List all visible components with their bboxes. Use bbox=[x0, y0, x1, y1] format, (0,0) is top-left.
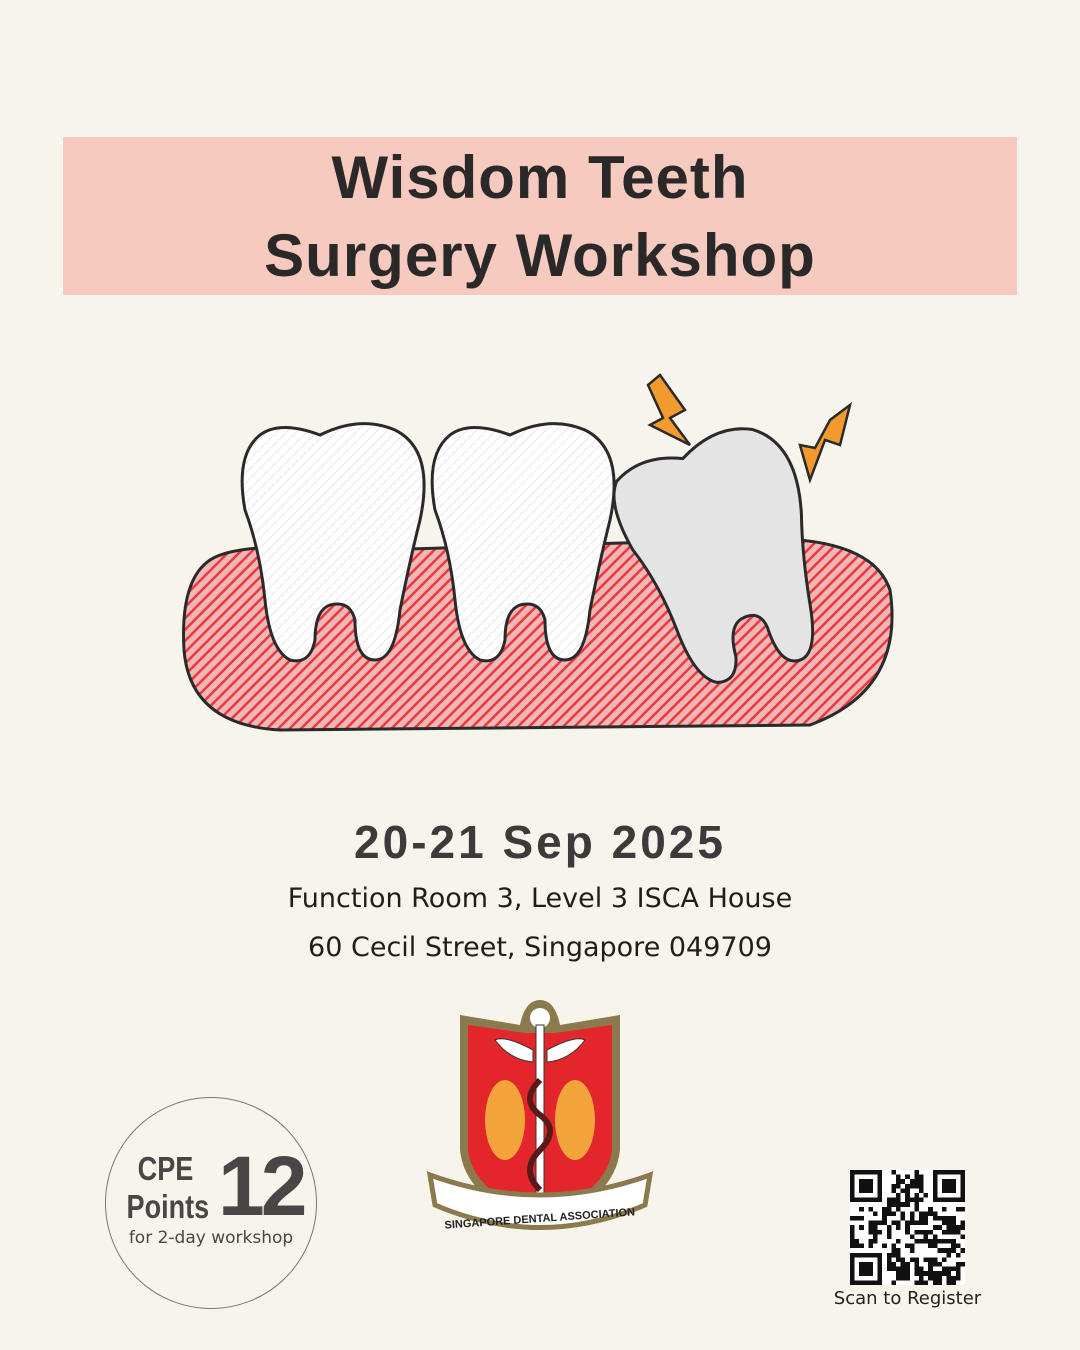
poster-title: Wisdom Teeth Surgery Workshop bbox=[63, 137, 1017, 295]
wisdom-tooth bbox=[612, 427, 815, 684]
pain-bolt-icon bbox=[646, 373, 692, 447]
tooth-2 bbox=[430, 422, 616, 663]
cpe-label: CPE Points bbox=[126, 1150, 210, 1226]
event-date: 20-21 Sep 2025 bbox=[354, 816, 726, 868]
cpe-points-badge: CPE Points 12 for 2-day workshop bbox=[105, 1097, 317, 1309]
tooth-1 bbox=[240, 422, 426, 663]
title-band bbox=[63, 137, 1017, 295]
pain-bolt-icon bbox=[798, 401, 853, 484]
cpe-label-line-2: Points bbox=[126, 1188, 210, 1225]
scan-to-register-caption: Scan to Register bbox=[833, 1288, 982, 1309]
wisdom-teeth-illustration bbox=[182, 373, 894, 732]
title-line-1: Wisdom Teeth bbox=[331, 144, 749, 211]
title-line-2: Surgery Workshop bbox=[264, 222, 816, 289]
cpe-note: for 2-day workshop bbox=[128, 1228, 294, 1248]
qr-code-icon[interactable] bbox=[850, 1170, 965, 1285]
cpe-points-value: 12 bbox=[218, 1139, 307, 1233]
venue-line-2: 60 Cecil Street, Singapore 049709 bbox=[308, 932, 772, 963]
singapore-dental-association-logo: SINGAPORE DENTAL ASSOCIATION bbox=[426, 1000, 654, 1232]
page-edge bbox=[1017, 0, 1080, 1350]
venue-line-1: Function Room 3, Level 3 ISCA House bbox=[287, 883, 793, 914]
cpe-label-line-1: CPE bbox=[137, 1150, 194, 1187]
